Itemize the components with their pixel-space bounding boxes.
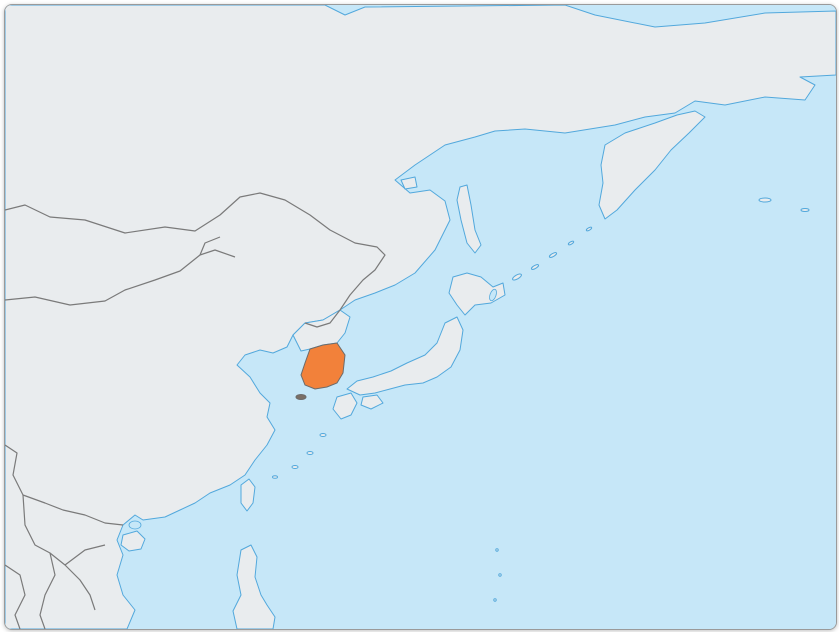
ryukyu-island [272, 475, 278, 479]
kuril-island [530, 264, 540, 270]
border-russia-china [5, 192, 386, 311]
kuril-island [567, 240, 575, 246]
ryukyu-island [291, 465, 299, 469]
kamchatka-peninsula [598, 110, 706, 220]
shikoku-island [360, 394, 384, 410]
taiwan-island [240, 478, 256, 512]
luzon-island [232, 544, 276, 629]
sakhalin-island [456, 184, 482, 254]
south-korea [300, 342, 346, 390]
jeju-island [295, 394, 307, 400]
lakes [128, 288, 497, 530]
ryukyu-island [319, 433, 327, 437]
asia-mainland [5, 5, 836, 629]
locator-map [5, 5, 836, 629]
korea-north [292, 309, 351, 352]
country-borders [5, 192, 386, 629]
border-indochina [5, 564, 26, 629]
map-frame [4, 4, 837, 630]
honshu-island [346, 316, 464, 396]
pacific-islet [493, 598, 497, 602]
island-chains [272, 197, 810, 602]
border-china-sea-countries [5, 444, 124, 526]
lake [489, 288, 497, 302]
commander-island [800, 208, 810, 212]
lake [128, 520, 142, 530]
land-masses [5, 5, 836, 629]
highlighted-country [295, 342, 346, 400]
pacific-islet [495, 548, 499, 552]
southern-island [120, 530, 146, 552]
pacific-islet [498, 573, 502, 577]
kyushu-island [332, 392, 358, 420]
hokkaido-island [448, 272, 506, 316]
border-china-korea [304, 309, 341, 328]
border-indochina [64, 544, 106, 566]
shantar-islands [400, 176, 418, 190]
ryukyu-island [306, 451, 314, 455]
border-mongolia-china [5, 249, 236, 306]
border-indochina [39, 552, 56, 629]
border-indochina [22, 494, 96, 611]
border-mongolia-china [199, 236, 221, 256]
kuril-island [512, 273, 522, 281]
kuril-island [548, 252, 558, 258]
kuril-island [585, 226, 593, 232]
commander-island [758, 197, 772, 203]
